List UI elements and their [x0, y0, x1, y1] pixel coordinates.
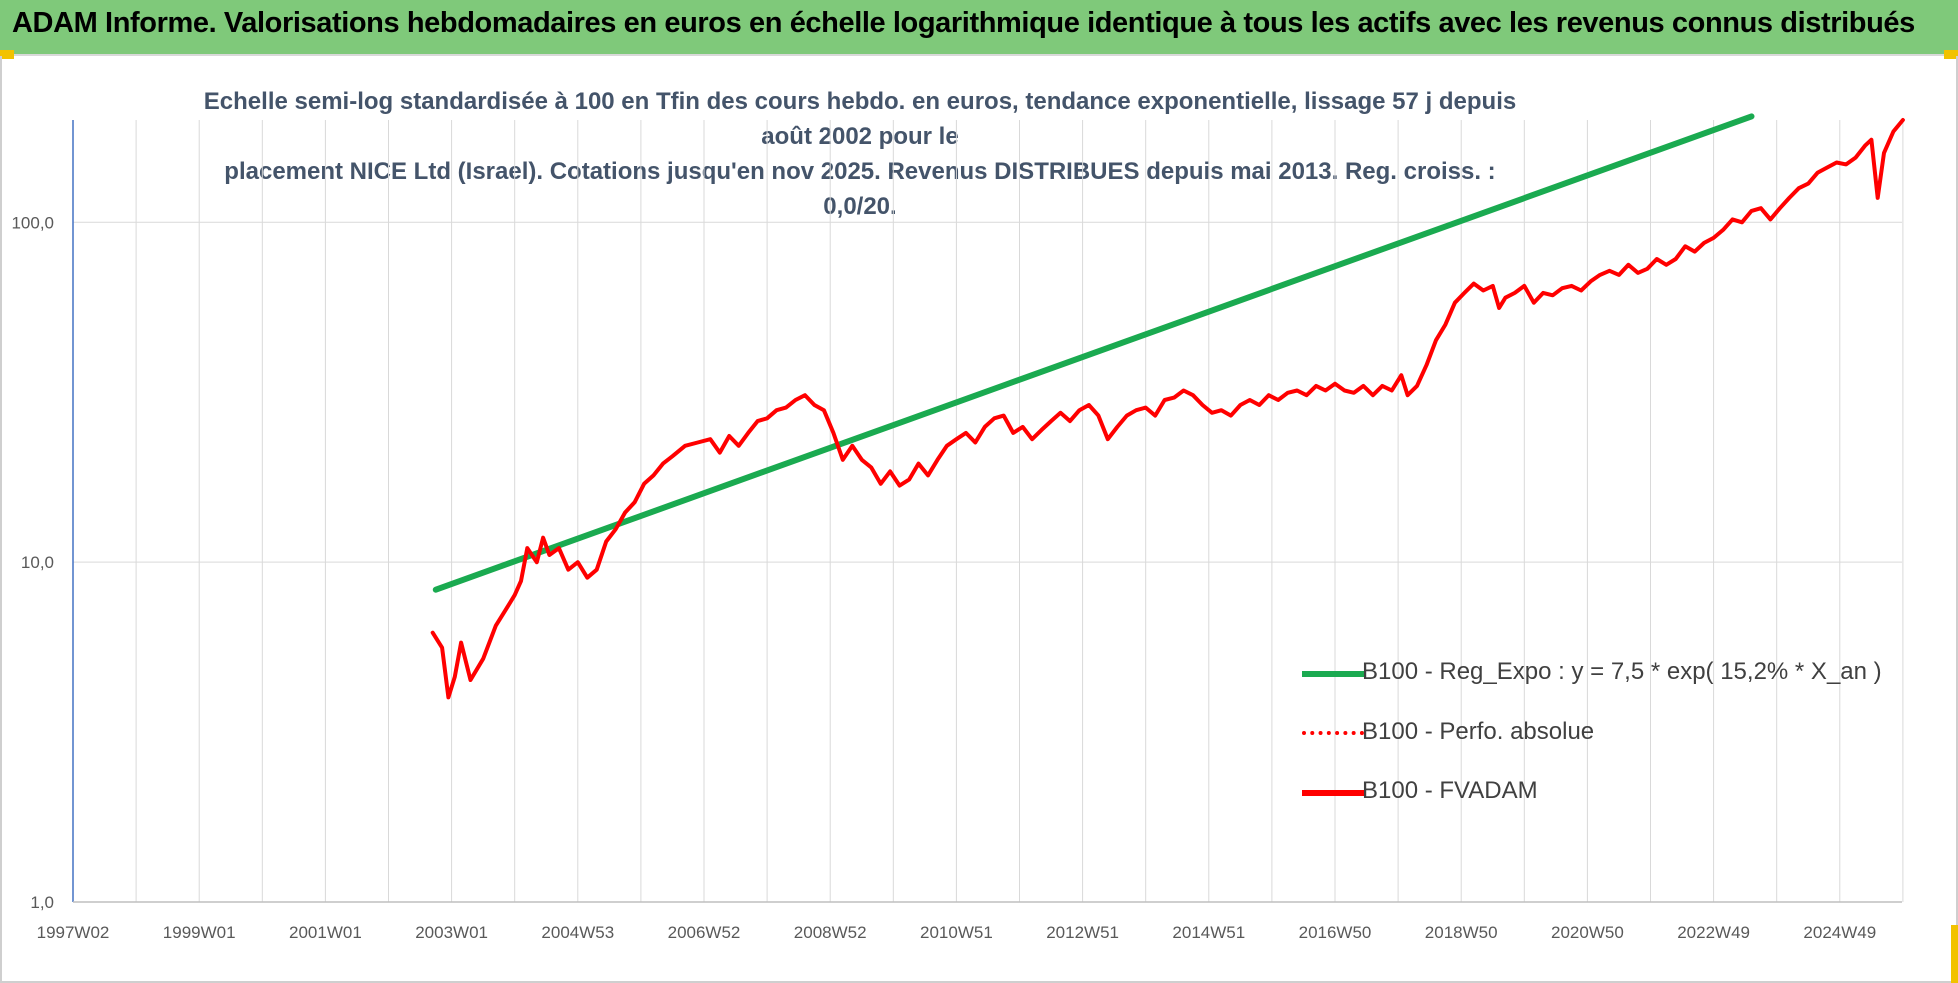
legend-swatch-regression	[1302, 671, 1364, 677]
series-fvadam-line	[430, 118, 1905, 700]
corner-marker-top-left	[0, 50, 14, 59]
x-tick-label: 1997W02	[37, 923, 110, 942]
legend-label-fvadam: B100 - FVADAM	[1362, 777, 1538, 804]
page-title: ADAM Informe. Valorisations hebdomadaire…	[12, 7, 1915, 39]
x-tick-label: 2008W52	[794, 923, 867, 942]
x-tick-label: 2010W51	[920, 923, 993, 942]
legend-label-regression: B100 - Reg_Expo : y = 7,5 * exp( 15,2% *…	[1362, 658, 1882, 685]
legend-swatch-perfo-absolue	[1302, 731, 1364, 735]
x-tick-label: 2020W50	[1551, 923, 1624, 942]
x-tick-label: 2003W01	[415, 923, 488, 942]
x-tick-label: 2016W50	[1299, 923, 1372, 942]
x-tick-label: 1999W01	[163, 923, 236, 942]
x-tick-label: 2006W52	[668, 923, 741, 942]
chart-subtitle: Echelle semi-log standardisée à 100 en T…	[200, 84, 1520, 224]
x-tick-label: 2004W53	[541, 923, 614, 942]
x-tick-label: 2001W01	[289, 923, 362, 942]
corner-marker-top-right	[1944, 50, 1958, 59]
x-tick-label: 2018W50	[1425, 923, 1498, 942]
series-regression-line	[432, 113, 1755, 593]
x-tick-label: 2012W51	[1046, 923, 1119, 942]
y-tick-label: 10,0	[21, 553, 54, 572]
chart-frame	[0, 56, 1958, 983]
x-tick-label: 2024W49	[1803, 923, 1876, 942]
chart-subtitle-line-1: Echelle semi-log standardisée à 100 en T…	[203, 88, 1517, 150]
chart-subtitle-line-2: placement NICE Ltd (Israel). Cotations j…	[224, 158, 1496, 220]
legend-label-perfo-absolue: B100 - Perfo. absolue	[1362, 718, 1595, 745]
y-tick-label: 100,0	[11, 213, 54, 232]
corner-marker-bottom-right	[1951, 925, 1958, 983]
y-tick-label: 1,0	[30, 893, 54, 912]
title-banner: ADAM Informe. Valorisations hebdomadaire…	[0, 0, 1958, 56]
x-tick-label: 2014W51	[1172, 923, 1245, 942]
x-tick-label: 2022W49	[1677, 923, 1750, 942]
legend-swatch-fvadam	[1302, 790, 1364, 796]
